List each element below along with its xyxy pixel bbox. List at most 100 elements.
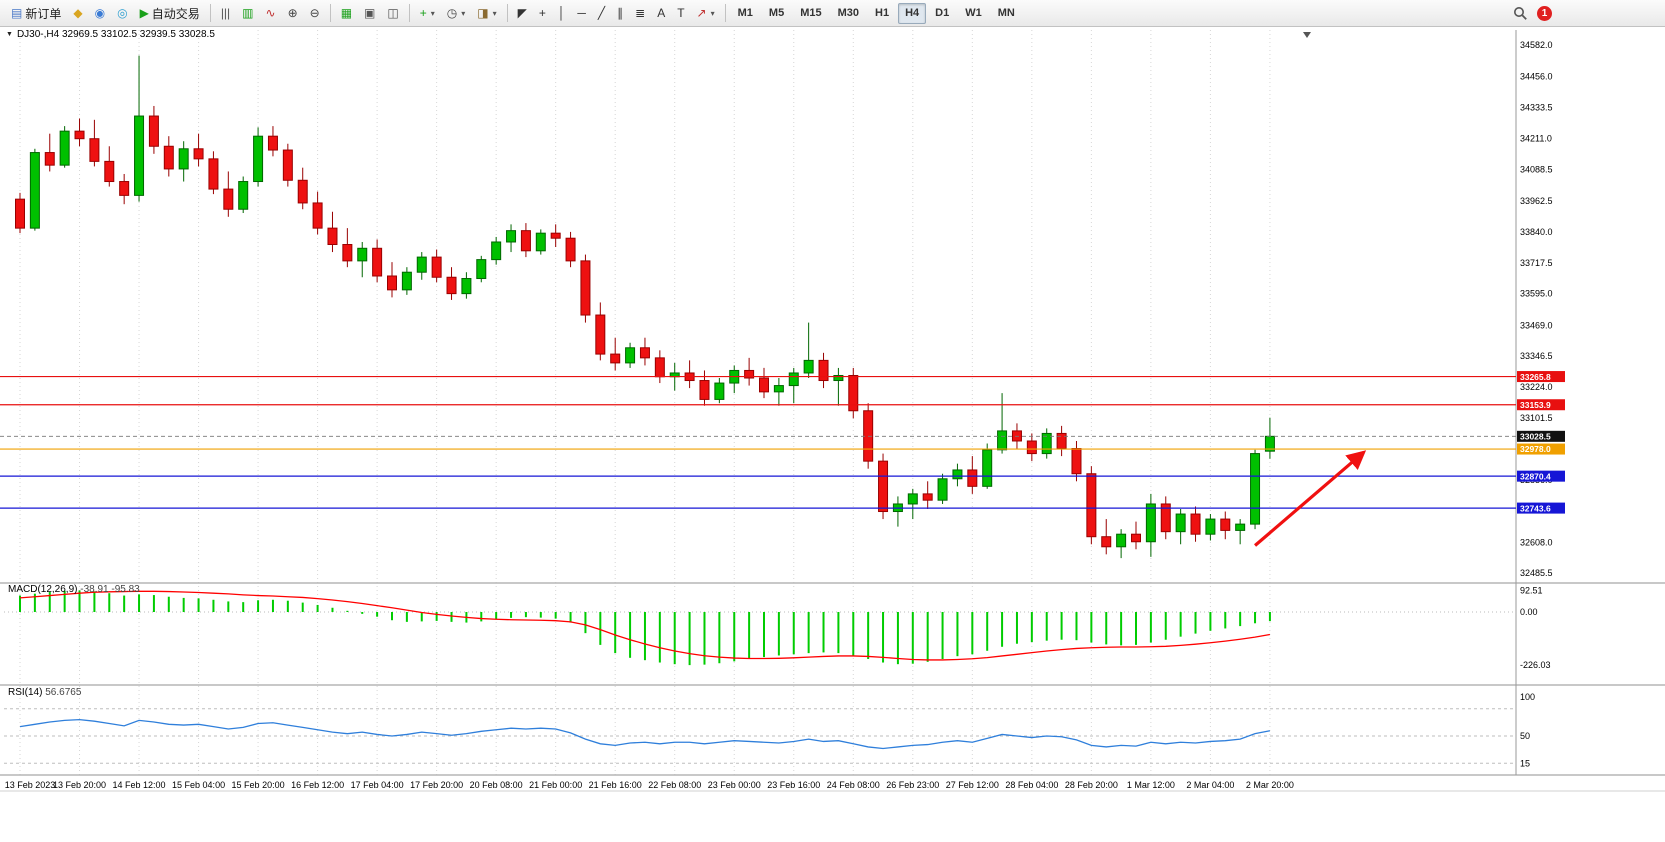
arrows-button[interactable]: ↗ ▾ bbox=[692, 2, 720, 25]
rsi-label: RSI(14) 56.6765 bbox=[8, 687, 81, 698]
chevron-down-icon: ▾ bbox=[492, 8, 497, 18]
chart-window[interactable]: 13 Feb 2023 13 Feb 20:00 14 Feb 12:00 15 Fe… bbox=[0, 27, 1665, 842]
add-indicator-button[interactable]: + ▾ bbox=[415, 2, 440, 25]
market-watch-button[interactable]: ◉ bbox=[90, 2, 110, 25]
toolbar-separator bbox=[506, 4, 508, 22]
candle-body bbox=[878, 460, 889, 513]
tile-windows-icon: ◫ bbox=[387, 6, 399, 20]
trendline-button[interactable]: ╱ bbox=[593, 2, 610, 25]
price-axis-label: 33595.0 bbox=[1520, 289, 1553, 299]
search-icon[interactable] bbox=[1513, 6, 1528, 21]
chevron-down-icon: ▾ bbox=[710, 8, 715, 18]
timeframe-m5-button[interactable]: M5 bbox=[768, 7, 785, 19]
candle-body bbox=[788, 372, 799, 387]
timeframe-w1-button[interactable]: W1 bbox=[965, 7, 982, 19]
candle-body bbox=[74, 130, 85, 140]
candle-body bbox=[1056, 432, 1067, 450]
periods-icon: ◷ bbox=[446, 6, 458, 20]
chart-shift-marker[interactable] bbox=[1303, 32, 1311, 38]
price-axis-label: 34333.5 bbox=[1520, 103, 1553, 113]
rsi-axis-label: 100 bbox=[1520, 692, 1535, 702]
price-axis-label: 33101.5 bbox=[1520, 413, 1553, 423]
candle-body bbox=[1235, 523, 1246, 531]
community-button[interactable]: ◎ bbox=[112, 2, 132, 25]
cursor-button[interactable]: ◤ bbox=[513, 2, 532, 25]
channel-button[interactable]: ∥ bbox=[612, 2, 628, 25]
periods-button[interactable]: ◷ ▾ bbox=[442, 2, 471, 25]
metaeditor-button[interactable]: ◆ bbox=[68, 2, 87, 25]
timeframe-m15-button[interactable]: M15 bbox=[800, 7, 822, 19]
new-window-button[interactable]: ▣ bbox=[359, 2, 380, 25]
horizontal-line-button[interactable]: ─ bbox=[572, 2, 591, 25]
templates-button[interactable]: ◨ ▾ bbox=[472, 2, 501, 25]
new-order-button[interactable]: ▤ 新订单 bbox=[6, 2, 66, 25]
candlestick-chart-button[interactable]: ▥ bbox=[237, 2, 258, 25]
chart-header: ▼ DJ30-,H4 32969.5 33102.5 32939.5 33028… bbox=[6, 29, 215, 40]
tile-windows-button[interactable]: ◫ bbox=[382, 2, 403, 25]
toolbar-right: 1 bbox=[1513, 5, 1552, 21]
indicators-list-button[interactable]: ▦ bbox=[336, 2, 357, 25]
price-axis-label: 34211.0 bbox=[1520, 133, 1552, 143]
vertical-line-button[interactable]: │ bbox=[553, 2, 571, 25]
macd-axis-label: 92.51 bbox=[1520, 585, 1543, 595]
candle-body bbox=[848, 374, 859, 412]
timeframe-m1-button[interactable]: M1 bbox=[737, 7, 753, 19]
zoom-in-button[interactable]: ⊕ bbox=[283, 2, 303, 25]
candle-body bbox=[1190, 513, 1201, 535]
time-axis-label: 13 Feb 2023 bbox=[5, 780, 56, 790]
time-axis-label: 1 Mar 12:00 bbox=[1127, 780, 1175, 790]
candle-body bbox=[818, 359, 829, 382]
candle-body bbox=[223, 188, 234, 210]
toolbar-separator bbox=[724, 4, 726, 22]
price-axis-label: 33717.5 bbox=[1520, 258, 1553, 268]
candle-body bbox=[759, 377, 769, 393]
candle-body bbox=[520, 230, 531, 252]
notification-badge[interactable]: 1 bbox=[1537, 5, 1552, 21]
timeframe-d1-button[interactable]: D1 bbox=[935, 7, 950, 19]
price-badge-label: 33265.8 bbox=[1520, 372, 1551, 382]
candle-body bbox=[550, 232, 561, 239]
timeframe-h1-button[interactable]: H1 bbox=[875, 7, 890, 19]
zoom-in-icon: ⊕ bbox=[287, 6, 298, 20]
price-axis-label: 33840.0 bbox=[1520, 227, 1553, 237]
candle-body bbox=[610, 353, 621, 364]
channel-icon: ∥ bbox=[617, 6, 624, 20]
text-label-button[interactable]: T bbox=[672, 2, 689, 25]
price-badge-label: 33028.5 bbox=[1520, 432, 1551, 442]
timeframe-m30-button[interactable]: M30 bbox=[837, 7, 859, 19]
candle-body bbox=[506, 230, 517, 243]
time-axis-label: 22 Feb 08:00 bbox=[648, 780, 701, 790]
auto-trading-label: 自动交易 bbox=[151, 6, 200, 21]
time-axis-label: 14 Feb 12:00 bbox=[113, 780, 166, 790]
candle-body bbox=[1116, 533, 1127, 548]
candle-body bbox=[104, 160, 115, 183]
crosshair-button[interactable]: + bbox=[534, 2, 551, 25]
price-axis-label: 32485.5 bbox=[1520, 568, 1553, 578]
arrows-icon: ↗ bbox=[696, 6, 707, 20]
candle-body bbox=[327, 227, 338, 246]
price-badge-label: 32978.0 bbox=[1520, 444, 1551, 454]
arrow-annotation[interactable] bbox=[1253, 450, 1367, 547]
macd-axis-label: 0.00 bbox=[1520, 607, 1538, 617]
macd-values: -38.91 -95.83 bbox=[80, 584, 140, 595]
price-axis-label: 33346.5 bbox=[1520, 351, 1553, 361]
candle-body bbox=[297, 179, 308, 204]
timeframe-h4-button[interactable]: H4 bbox=[898, 2, 927, 24]
candle-body bbox=[922, 493, 933, 501]
text-button[interactable]: A bbox=[652, 2, 670, 25]
auto-trading-icon: ▶ bbox=[139, 6, 149, 20]
collapse-icon[interactable]: ▼ bbox=[6, 31, 13, 38]
horizontal-line-icon: ─ bbox=[577, 6, 586, 20]
auto-trading-button[interactable]: ▶ 自动交易 bbox=[135, 2, 205, 25]
candle-body bbox=[967, 469, 978, 487]
candle-body bbox=[446, 276, 457, 295]
symbol-ohlc-label: DJ30-,H4 32969.5 33102.5 32939.5 33028.5 bbox=[16, 29, 215, 40]
timeframe-mn-button[interactable]: MN bbox=[997, 7, 1015, 19]
line-chart-button[interactable]: ∿ bbox=[261, 2, 281, 25]
zoom-out-button[interactable]: ⊖ bbox=[305, 2, 325, 25]
price-axis-label: 34582.0 bbox=[1520, 40, 1553, 50]
candle-body bbox=[714, 382, 725, 400]
bar-chart-button[interactable]: ||| bbox=[216, 2, 235, 25]
fibonacci-button[interactable]: ≣ bbox=[630, 2, 650, 25]
